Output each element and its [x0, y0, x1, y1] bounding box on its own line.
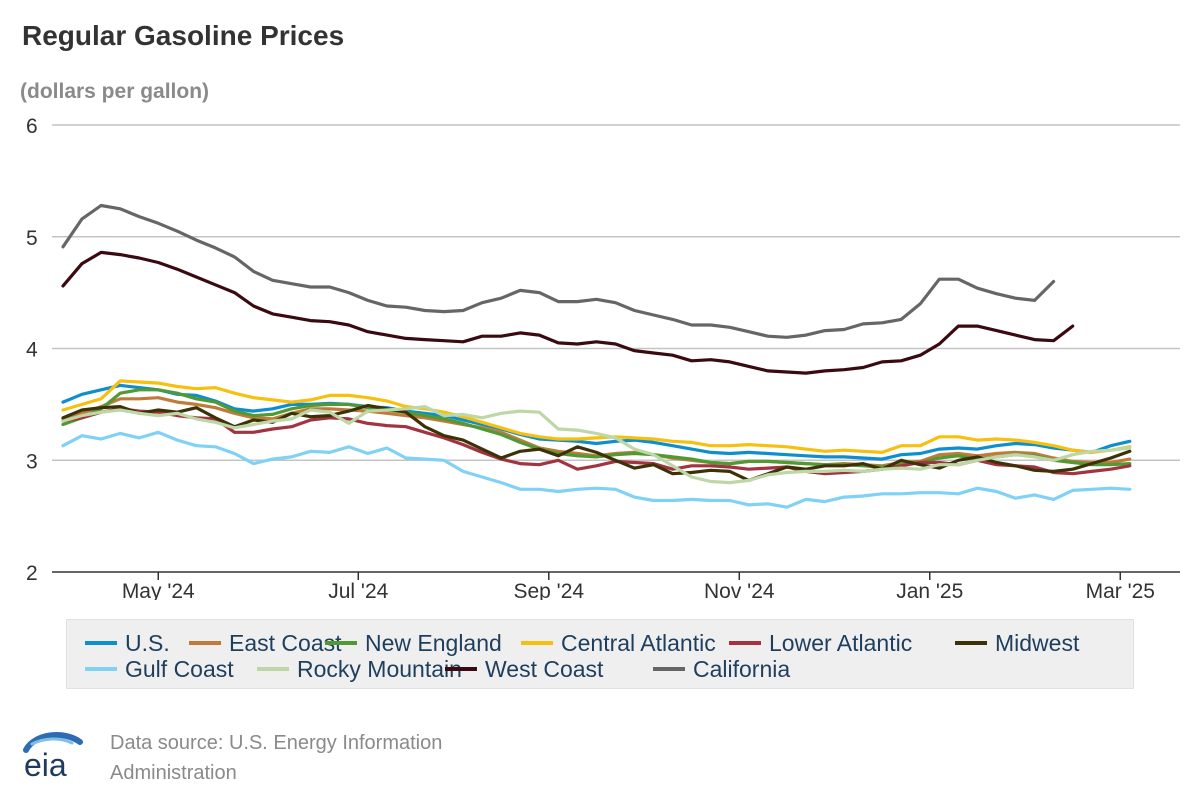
series-line-new-england: [61, 388, 1132, 469]
legend-label: New England: [365, 630, 502, 656]
legend-swatch: [325, 640, 357, 645]
legend-label: U.S.: [125, 630, 170, 656]
x-tick-label: Jul '24: [328, 580, 388, 600]
legend-label: East Coast: [229, 630, 342, 656]
legend-item-rocky-mountain[interactable]: Rocky Mountain: [257, 656, 462, 683]
legend-label: West Coast: [485, 656, 604, 682]
legend-item-u-s[interactable]: U.S.: [85, 630, 170, 657]
chart-title: Regular Gasoline Prices: [22, 20, 345, 51]
chart-legend: U.S. East Coast New England Central Atlanti…: [66, 619, 1134, 689]
x-tick-label: Sep '24: [513, 580, 584, 600]
legend-label: Central Atlantic: [561, 630, 716, 656]
x-axis-ticks: May '24 Jul '24 Sep '24 Nov '24 Jan '25 Mar '…: [122, 572, 1155, 600]
y-axis-unit-label: (dollars per gallon): [20, 80, 210, 103]
y-tick-label: 5: [26, 227, 38, 250]
logo-text: eia: [24, 747, 67, 780]
legend-item-california[interactable]: California: [653, 656, 790, 683]
series-lines: [61, 203, 1132, 509]
legend-item-new-england[interactable]: New England: [325, 630, 502, 657]
series-line-central-atlantic: [61, 379, 1132, 454]
legend-label: Lower Atlantic: [769, 630, 913, 656]
legend-label: Rocky Mountain: [297, 656, 462, 682]
x-tick-label: Nov '24: [704, 580, 775, 600]
legend-label: California: [693, 656, 791, 682]
series-line-u-s: [61, 383, 1132, 461]
legend-swatch: [955, 640, 987, 645]
series-line-california: [61, 203, 1056, 339]
y-axis-ticks: 2 3 4 5 6: [26, 115, 38, 585]
gridlines: [52, 124, 1180, 573]
y-tick-label: 2: [26, 562, 38, 585]
legend-label: Midwest: [995, 630, 1080, 656]
legend-swatch: [85, 640, 117, 645]
series-line-midwest: [61, 403, 1132, 482]
legend-item-central-atlantic[interactable]: Central Atlantic: [521, 630, 716, 657]
legend-swatch: [445, 666, 477, 671]
series-line-west-coast: [61, 250, 1075, 375]
legend-swatch: [729, 640, 761, 645]
series-line-lower-atlantic: [61, 407, 1132, 476]
x-tick-label: Mar '25: [1086, 580, 1155, 600]
legend-item-west-coast[interactable]: West Coast: [445, 656, 603, 683]
legend-swatch: [653, 666, 685, 671]
legend-swatch: [189, 640, 221, 645]
series-line-rocky-mountain: [61, 405, 1132, 485]
y-tick-label: 4: [26, 339, 38, 362]
x-tick-label: Jan '25: [896, 580, 963, 600]
eia-logo: eia: [23, 732, 83, 780]
data-source-line-1: Data source: U.S. Energy Information: [110, 732, 443, 754]
x-tick-label: May '24: [122, 580, 195, 600]
legend-swatch: [257, 666, 289, 671]
legend-label: Gulf Coast: [125, 656, 234, 682]
legend-item-gulf-coast[interactable]: Gulf Coast: [85, 656, 234, 683]
legend-swatch: [521, 640, 553, 645]
series-line-gulf-coast: [61, 430, 1132, 509]
legend-item-lower-atlantic[interactable]: Lower Atlantic: [729, 630, 912, 657]
data-source-line-2: Administration: [110, 762, 237, 784]
y-tick-label: 3: [26, 450, 38, 473]
line-chart: 2 3 4 5 6 May '24 Jul '24 Sep '24 Nov '24 Jan '2…: [26, 115, 1180, 600]
legend-swatch: [85, 666, 117, 671]
data-source-note: Data source: U.S. Energy Information Adm…: [110, 728, 510, 788]
y-tick-label: 6: [26, 115, 38, 138]
legend-item-midwest[interactable]: Midwest: [955, 630, 1079, 657]
legend-item-east-coast[interactable]: East Coast: [189, 630, 342, 657]
